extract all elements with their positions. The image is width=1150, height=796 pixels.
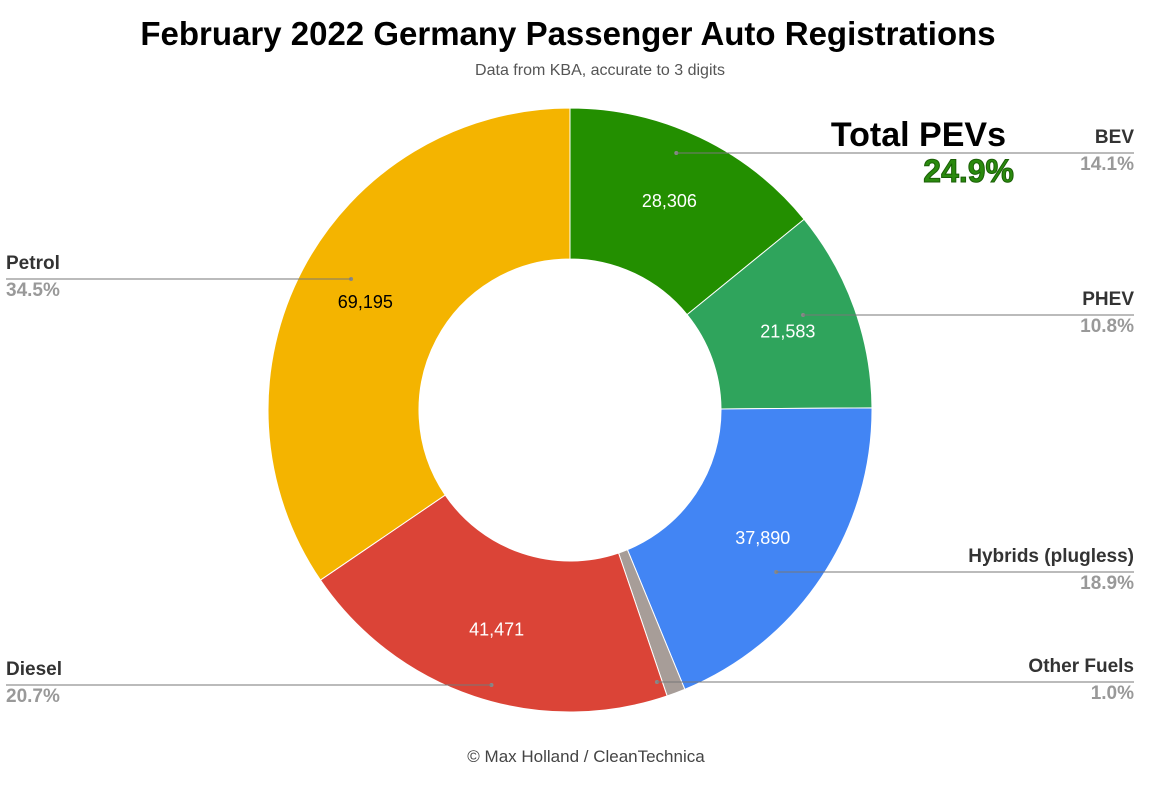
legend-name-bev: BEV <box>1095 127 1134 148</box>
legend-percent-bev: 14.1% <box>1080 154 1134 175</box>
chart-subtitle: Data from KBA, accurate to 3 digits <box>475 62 725 79</box>
slice-bev <box>569 107 805 316</box>
slice-value-phev: 21,583 <box>760 322 815 342</box>
chart-title: February 2022 Germany Passenger Auto Reg… <box>140 15 995 52</box>
slice-value-petrol: 69,195 <box>338 292 393 312</box>
slice-petrol <box>267 107 571 581</box>
legend-percent-other-fuels: 1.0% <box>1091 683 1134 704</box>
total-pevs-value: 24.9% <box>923 153 1014 189</box>
slices-group: 28,306 21,583 37,890 41,471 69,195 <box>267 107 873 713</box>
total-pevs-label: Total PEVs <box>831 116 1006 154</box>
legend-percent-diesel: 20.7% <box>6 686 60 707</box>
slice-diesel <box>319 494 668 713</box>
chart-footer: © Max Holland / CleanTechnica <box>467 747 705 766</box>
legend-name-other-fuels: Other Fuels <box>1028 656 1134 677</box>
slice-value-diesel: 41,471 <box>469 620 524 640</box>
legend-percent-hybrids-plugless: 18.9% <box>1080 573 1134 594</box>
slice-hybrids-plugless <box>626 407 873 690</box>
legend-name-diesel: Diesel <box>6 659 62 680</box>
callouts-group: BEV 14.1% PHEV 10.8% Hybrids (plugless) 18.9%… <box>6 127 1134 707</box>
slice-value-hybrids-plugless: 37,890 <box>735 528 790 548</box>
slice-value-bev: 28,306 <box>642 191 697 211</box>
legend-name-petrol: Petrol <box>6 253 60 274</box>
legend-name-phev: PHEV <box>1082 289 1134 310</box>
slice-phev <box>686 218 873 410</box>
legend-name-hybrids-plugless: Hybrids (plugless) <box>968 546 1134 567</box>
legend-percent-phev: 10.8% <box>1080 316 1134 337</box>
legend-percent-petrol: 34.5% <box>6 280 60 301</box>
